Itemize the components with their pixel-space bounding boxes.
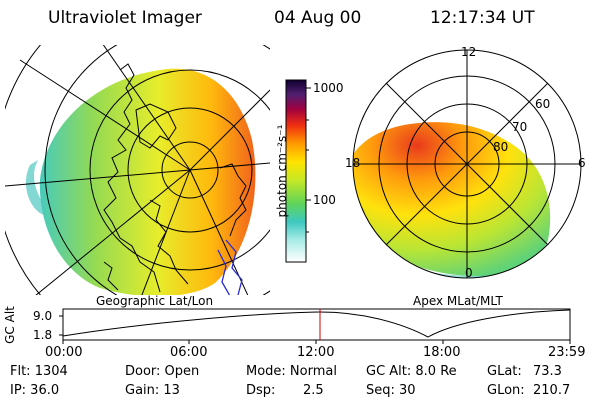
colorbar-tick-100: 100 xyxy=(313,193,336,207)
info-flt: Flt: 1304 xyxy=(10,364,68,379)
time-label: 12:17:34 UT xyxy=(430,8,535,28)
altitude-plot xyxy=(59,308,571,344)
geographic-caption: Geographic Lat/Lon xyxy=(96,294,214,308)
mlt-label-12: 12 xyxy=(461,45,477,59)
altitude-ylabel: GC Alt xyxy=(3,306,17,344)
altitude-curve xyxy=(62,309,571,338)
apex-caption: Apex MLat/MLT xyxy=(413,294,503,308)
info-door: Door: Open xyxy=(125,364,200,379)
info-dsp-value: 2.5 xyxy=(303,383,324,398)
instrument-title: Ultraviolet Imager xyxy=(48,8,202,28)
mlat-label-70: 70 xyxy=(512,120,528,134)
info-dsp-label: Dsp: xyxy=(246,383,276,398)
altitude-xtick-0600: 06:00 xyxy=(170,345,208,360)
mlt-label-6: 6 xyxy=(578,156,586,170)
info-glon-label: GLon: xyxy=(487,383,525,398)
info-ip: IP: 36.0 xyxy=(10,383,60,398)
mlt-label-18: 18 xyxy=(345,156,361,170)
info-mode: Mode: Normal xyxy=(246,364,337,379)
altitude-xtick-1200: 12:00 xyxy=(297,345,335,360)
geographic-map xyxy=(5,45,270,295)
altitude-ytick-9: 9.0 xyxy=(33,309,53,323)
mlat-label-60: 60 xyxy=(535,97,551,111)
mlt-label-0: 0 xyxy=(465,266,473,280)
altitude-ytick-1-8: 1.8 xyxy=(33,328,53,342)
colorbar-tick-1000: 1000 xyxy=(313,81,344,95)
info-gain: Gain: 13 xyxy=(125,383,180,398)
info-gc-alt: GC Alt: 8.0 Re xyxy=(366,364,457,379)
info-glat-label: GLat: xyxy=(487,364,522,379)
apex-map xyxy=(352,49,582,279)
info-seq: Seq: 30 xyxy=(366,383,416,398)
altitude-xtick-0000: 00:00 xyxy=(45,345,83,360)
mlat-label-80: 80 xyxy=(493,140,509,154)
altitude-xtick-2359: 23:59 xyxy=(548,345,586,360)
altitude-xtick-1800: 18:00 xyxy=(423,345,461,360)
info-glon-value: 210.7 xyxy=(533,383,571,398)
colorbar xyxy=(285,79,307,263)
colorbar-unit-label: photon cm⁻²s⁻¹ xyxy=(275,124,289,218)
info-glat-value: 73.3 xyxy=(533,364,562,379)
date-label: 04 Aug 00 xyxy=(274,8,362,28)
